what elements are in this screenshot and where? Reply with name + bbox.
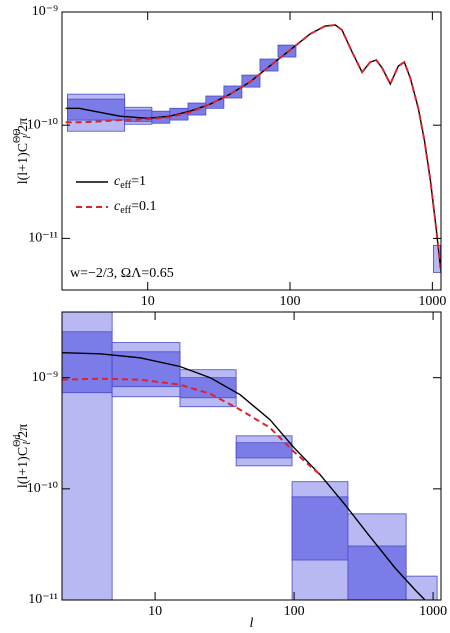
y-axis-label: l(l+1)CΘΘl/2π	[12, 118, 33, 185]
error-box	[179, 377, 237, 399]
y-tick-label: 10⁻¹⁰	[27, 117, 59, 132]
error-box	[67, 98, 126, 121]
y-label-part: /2π	[16, 118, 31, 136]
y-label-part: /2π	[16, 424, 31, 442]
curve	[65, 23, 441, 269]
error-box	[259, 58, 279, 72]
x-tick-label: 10	[141, 294, 155, 309]
plot-area	[62, 312, 438, 600]
error-box	[291, 496, 349, 561]
error-box	[62, 331, 113, 394]
error-box	[433, 245, 441, 273]
curve	[62, 377, 321, 476]
x-tick-label: 10	[148, 604, 162, 619]
legend-label: ceff=1	[114, 174, 146, 191]
y-label-part: l	[22, 442, 33, 445]
error-box	[405, 575, 438, 600]
legend-label: ceff=0.1	[114, 199, 157, 216]
x-tick-label: 1000	[418, 294, 446, 309]
error-box	[111, 351, 181, 388]
annotation: w=−2/3, ΩΛ=0.65	[70, 266, 174, 281]
y-label-part: l	[22, 135, 33, 138]
x-tick-label: 1000	[419, 604, 447, 619]
x-axis-label: l	[250, 616, 254, 631]
x-tick-label: 100	[284, 604, 305, 619]
y-tick-label: 10⁻⁹	[32, 370, 58, 385]
y-label-part: Θd	[12, 435, 23, 447]
error-box	[277, 44, 297, 58]
y-label-part: l(l+1)C	[16, 143, 31, 184]
error-box	[347, 545, 407, 600]
error-box	[235, 442, 293, 459]
curve	[62, 352, 426, 600]
curve	[65, 24, 441, 269]
y-axis-label: l(l+1)CΘdl/2π	[12, 424, 33, 488]
x-tick-label: 100	[280, 294, 301, 309]
y-label-part: l(l+1)C	[16, 447, 31, 488]
plot-area	[65, 23, 441, 273]
y-label-part: ΘΘ	[12, 128, 23, 142]
frame	[61, 11, 442, 291]
frame	[61, 311, 442, 601]
y-tick-label: 10⁻¹⁰	[27, 481, 59, 496]
y-tick-label: 10⁻¹¹	[28, 231, 58, 246]
y-tick-label: 10⁻⁹	[32, 4, 58, 19]
y-tick-label: 10⁻¹¹	[28, 592, 58, 607]
